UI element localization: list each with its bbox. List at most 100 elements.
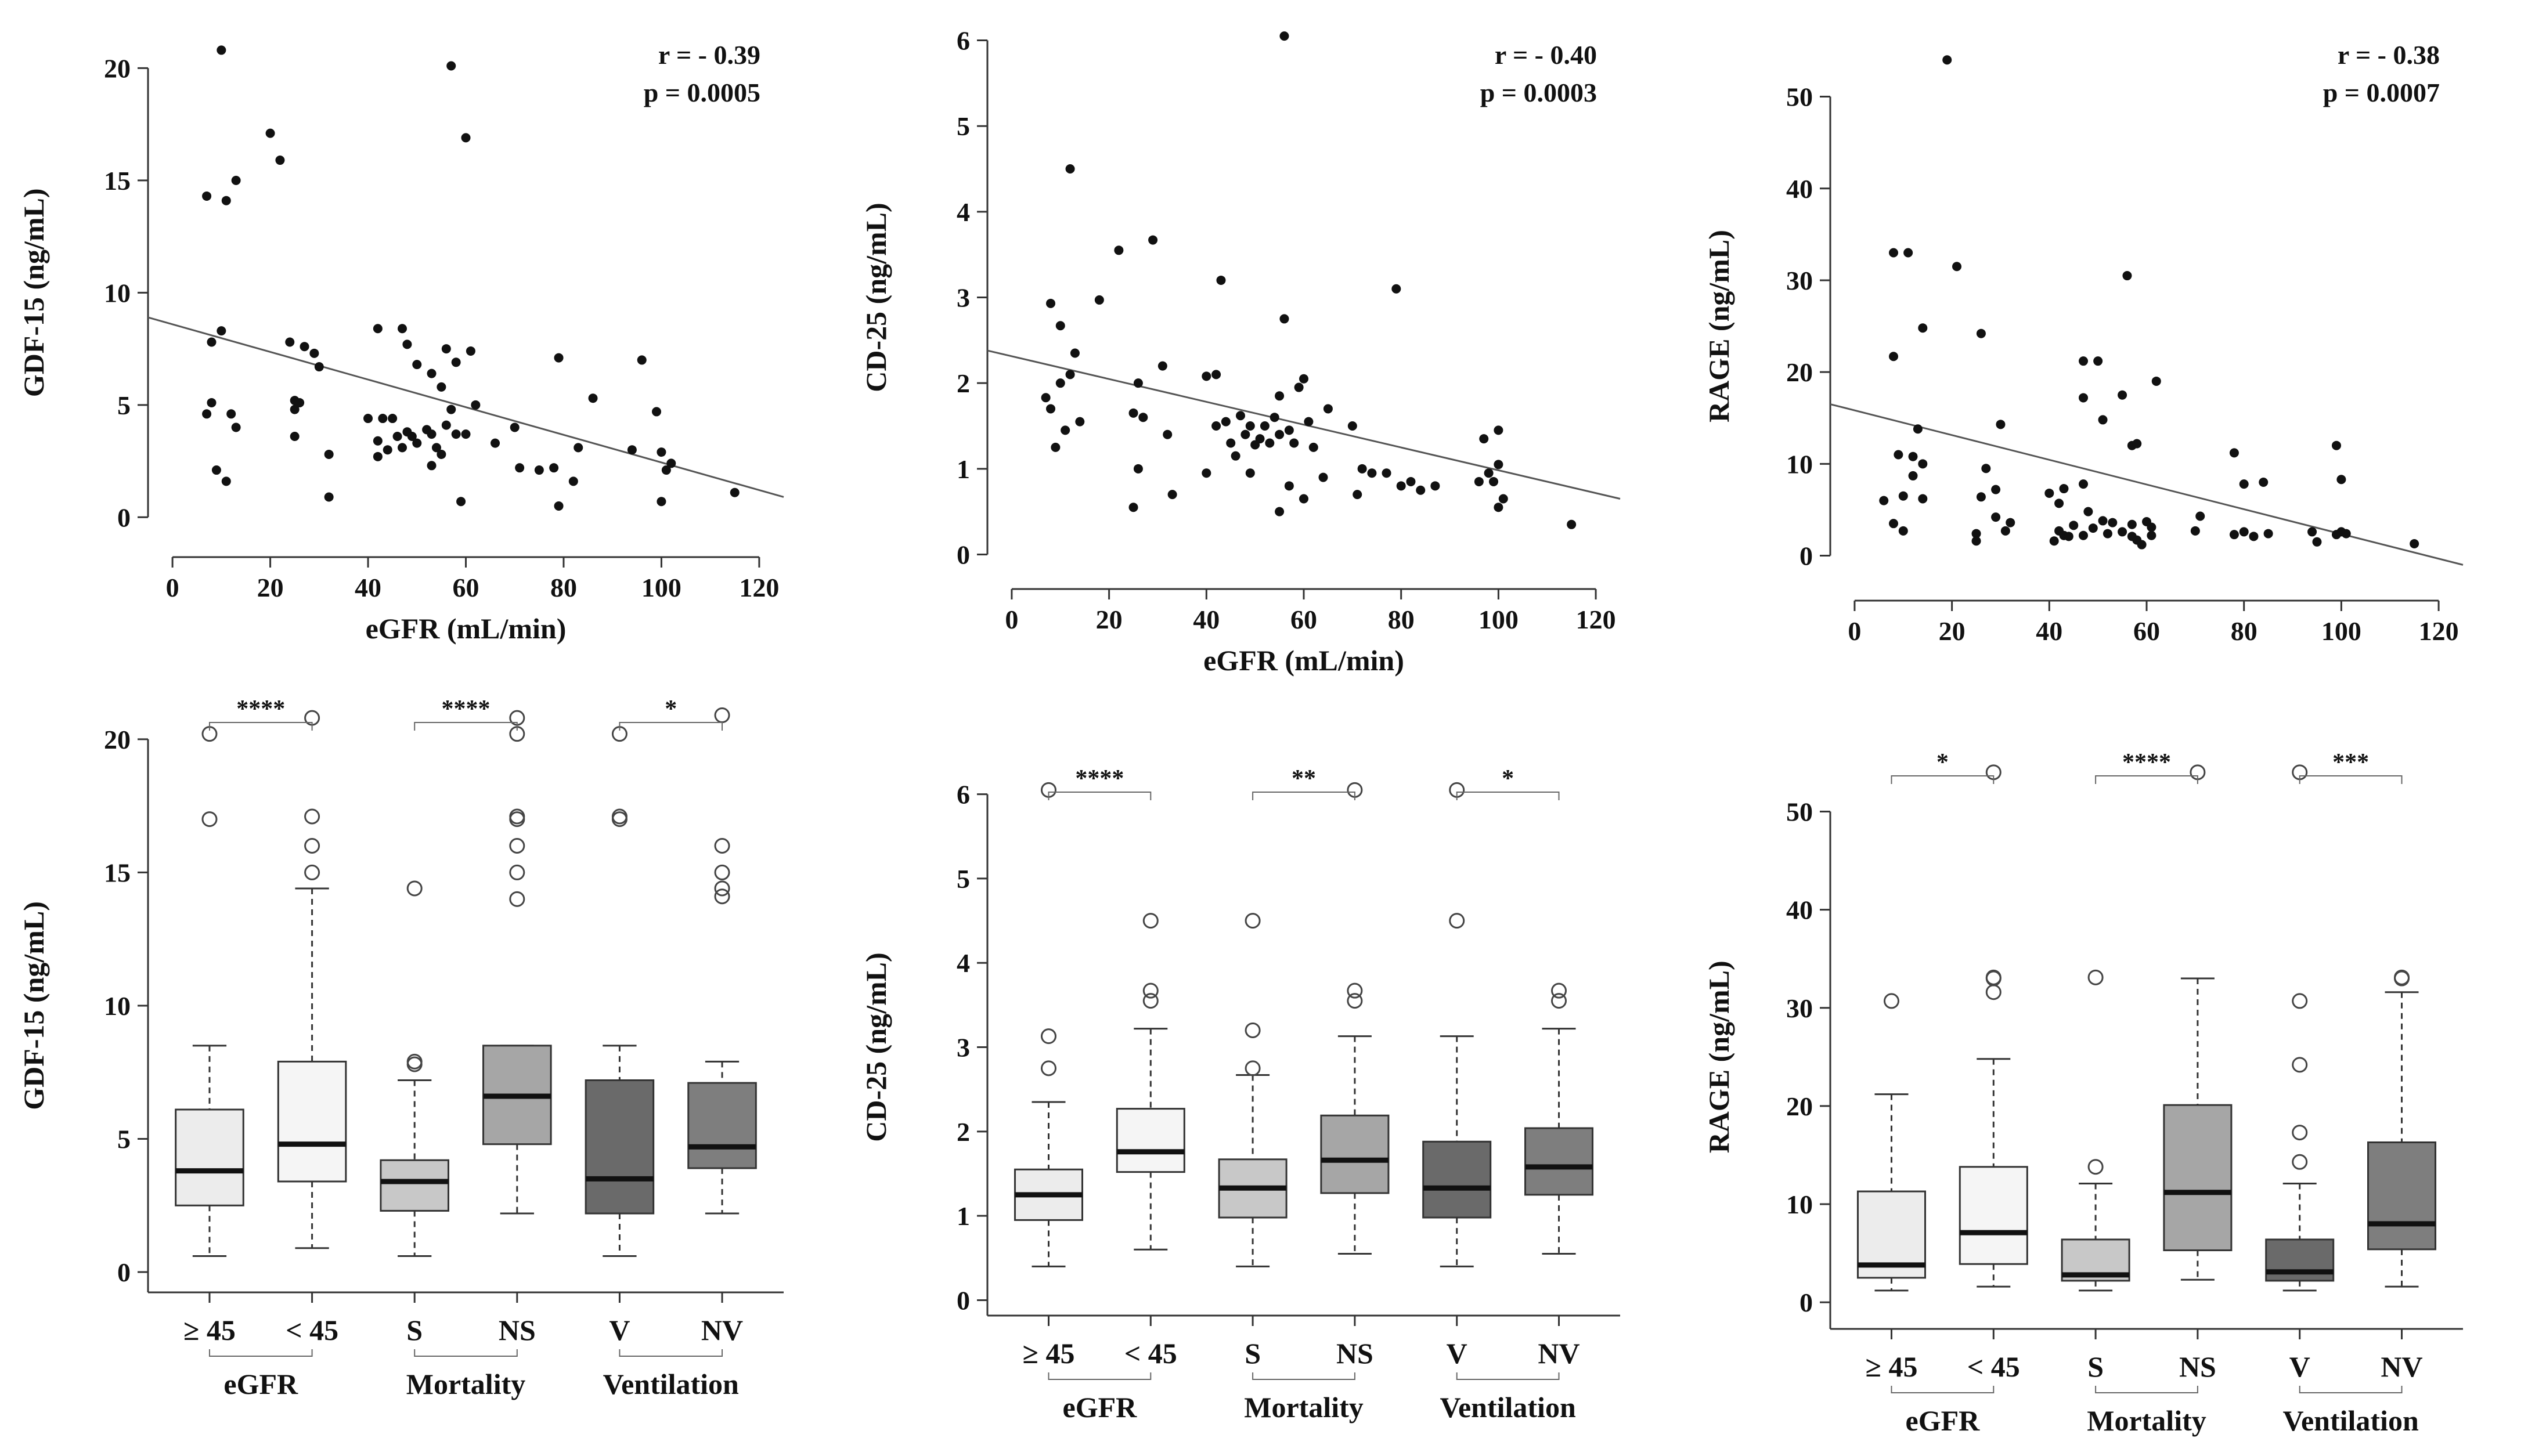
y-tick-label: 3 <box>957 283 970 313</box>
x-tick-label: 60 <box>453 573 479 602</box>
category-label: Mortality <box>2087 1404 2206 1437</box>
category-bracket <box>1048 1372 1152 1380</box>
data-point <box>1075 417 1085 427</box>
regression-line <box>1830 403 2464 566</box>
data-point <box>295 398 305 407</box>
data-point <box>2127 519 2137 529</box>
group-label: ≥ 45 <box>1866 1350 1918 1383</box>
y-tick-label: 0 <box>957 1285 970 1315</box>
data-point <box>1138 413 1148 422</box>
group-label: < 45 <box>286 1314 338 1346</box>
data-point <box>1167 490 1177 500</box>
data-point <box>1216 275 1226 285</box>
data-point <box>2336 475 2346 485</box>
data-point <box>1952 262 1961 272</box>
x-tick-label: 0 <box>166 573 179 602</box>
data-point <box>309 348 319 358</box>
x-axis-title: eGFR (mL/min) <box>1203 644 1404 677</box>
correlation-r: r = - 0.38 <box>2338 40 2440 70</box>
significance-bracket <box>1891 775 1995 784</box>
significance-stars: * <box>1502 765 1514 792</box>
box <box>687 1082 757 1169</box>
y-tick-label: 0 <box>117 1258 131 1287</box>
outlier-point <box>1142 982 1159 999</box>
significance-bracket <box>619 722 723 731</box>
group-label: ≥ 45 <box>1023 1337 1075 1370</box>
outlier-point <box>1040 1060 1056 1076</box>
y-tick-label: 1 <box>957 1201 970 1231</box>
outlier-point <box>714 707 730 724</box>
data-point <box>1157 361 1167 371</box>
data-point <box>1289 438 1299 448</box>
panel-top-right: 0 10 20 30 40 50 RAGE (ng/mL) 0 20 40 60 80 100 120 r … <box>1685 0 2528 676</box>
data-point <box>1391 284 1401 294</box>
data-point <box>1294 382 1304 392</box>
data-point <box>1913 424 1923 434</box>
box <box>2163 1104 2233 1252</box>
box <box>175 1108 244 1206</box>
data-point <box>1991 512 2001 522</box>
y-tick-label: 1 <box>957 454 970 484</box>
data-point <box>1942 55 1952 65</box>
data-point <box>324 492 334 502</box>
data-point <box>652 407 661 417</box>
data-point <box>412 360 422 370</box>
data-point <box>2079 356 2088 366</box>
data-point <box>461 429 471 439</box>
data-point <box>1094 295 1104 305</box>
data-point <box>2098 415 2108 425</box>
data-point <box>730 487 740 497</box>
chart-svg: 0 10 20 30 40 50 RAGE (ng/mL) 0 20 40 60 80 100 120 r … <box>1703 40 2464 646</box>
data-point <box>1976 328 1986 338</box>
box <box>380 1159 449 1212</box>
correlation-r: r = - 0.39 <box>658 40 760 70</box>
data-point <box>1221 417 1231 427</box>
data-point <box>231 175 241 185</box>
group-label: NS <box>499 1314 536 1346</box>
y-tick-label: 15 <box>104 858 131 887</box>
data-point <box>378 414 388 424</box>
data-point <box>1918 459 1928 469</box>
outlier-point <box>714 880 730 897</box>
category-label: Mortality <box>1244 1391 1363 1424</box>
data-point <box>1128 408 1138 418</box>
data-point <box>1304 417 1314 427</box>
data-point <box>265 128 275 138</box>
x-axis-title: eGFR (mL/min) <box>366 612 567 645</box>
box <box>1524 1127 1594 1196</box>
x-tick-label: 40 <box>1193 605 1220 634</box>
data-point <box>398 324 407 334</box>
data-point <box>2249 532 2259 541</box>
data-point <box>466 346 475 356</box>
data-point <box>2229 530 2239 540</box>
outlier-point <box>1551 982 1567 999</box>
outlier-point <box>509 864 525 880</box>
data-point <box>2079 479 2088 489</box>
data-point <box>1889 519 1898 529</box>
data-point <box>1981 464 1991 474</box>
y-tick-label: 0 <box>117 503 131 532</box>
data-point <box>2069 521 2079 530</box>
y-tick-label: 3 <box>957 1033 970 1063</box>
x-tick-label: 120 <box>1576 605 1616 634</box>
category-label: eGFR <box>1906 1404 1981 1437</box>
data-point <box>373 436 383 446</box>
panel-bottom-middle: 0 1 2 3 4 5 6 CD-25 (ng/mL) ≥ 45 < 45 S NS V NV eGFR **… <box>842 676 1685 1456</box>
outlier-point <box>1985 984 2002 1000</box>
data-point <box>441 420 451 430</box>
data-point <box>1055 321 1065 331</box>
data-point <box>1367 468 1377 478</box>
data-point <box>554 353 564 363</box>
data-point <box>1226 438 1236 448</box>
y-tick-label: 0 <box>1799 541 1813 571</box>
category-label: eGFR <box>223 1368 298 1400</box>
x-tick-label: 80 <box>1388 605 1415 634</box>
data-point <box>1908 451 1918 461</box>
data-point <box>202 191 212 201</box>
data-point <box>1265 438 1275 448</box>
data-point <box>574 443 583 453</box>
data-point <box>1275 391 1285 401</box>
data-point <box>1479 434 1489 444</box>
category-label: Ventilation <box>1440 1391 1575 1424</box>
data-point <box>1889 352 1898 362</box>
